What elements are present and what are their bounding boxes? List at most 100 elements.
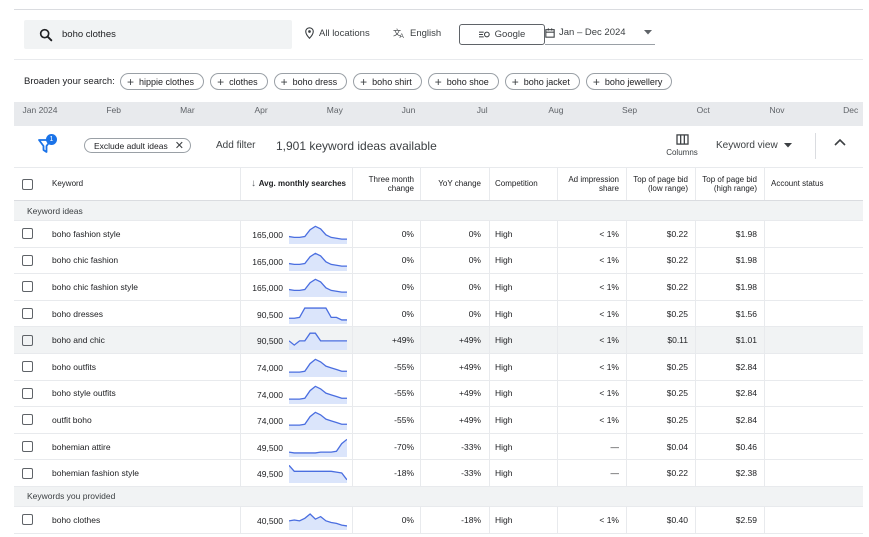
three-month-change-cell: -18%	[352, 460, 420, 486]
broaden-chip[interactable]: + clothes	[210, 73, 268, 90]
three-month-change-cell: 0%	[352, 506, 420, 533]
collapse-chevron-icon[interactable]	[834, 138, 846, 146]
select-all-checkbox[interactable]	[22, 178, 33, 190]
table-row[interactable]: boho outfits 74,000 -55% +49% High < 1% $0.25 $…	[14, 353, 863, 381]
row-checkbox[interactable]	[22, 254, 33, 266]
three-month-change-cell: -55%	[352, 353, 420, 380]
top-divider	[14, 9, 863, 10]
keyword-view-dropdown[interactable]: Keyword view	[716, 140, 792, 151]
header-ad-impression-share[interactable]: Ad impression share	[557, 168, 626, 200]
columns-button[interactable]: Columns	[660, 134, 704, 157]
row-select-cell	[14, 327, 41, 353]
avg-monthly-searches-cell: 74,000	[240, 407, 352, 433]
avg-monthly-searches-cell: 74,000	[240, 353, 352, 380]
language-label: English	[410, 27, 442, 39]
network-selector[interactable]: Google	[459, 24, 545, 45]
toolbar-separator	[815, 133, 816, 159]
plus-icon: +	[217, 74, 225, 89]
search-icon	[39, 28, 53, 41]
search-input[interactable]: boho clothes	[24, 20, 292, 49]
avg-monthly-searches-value: 165,000	[252, 283, 283, 294]
table-row[interactable]: outfit boho 74,000 -55% +49% High < 1% $0.25 $2…	[14, 407, 863, 434]
table-row[interactable]: bohemian attire 49,500 -70% -33% High — $0.04 $…	[14, 433, 863, 461]
date-range-selector[interactable]: Jan – Dec 2024	[545, 27, 656, 38]
search-network-icon	[478, 31, 490, 38]
ad-impression-share-cell: < 1%	[557, 221, 626, 247]
add-filter-button[interactable]: Add filter	[216, 140, 256, 151]
header-competition[interactable]: Competition	[489, 168, 557, 200]
broaden-chip[interactable]: + boho jacket	[504, 73, 580, 90]
close-icon[interactable]: ✕	[174, 140, 184, 152]
yoy-change-cell: +49%	[420, 353, 489, 380]
sort-arrow-icon: ↓	[251, 178, 256, 189]
row-checkbox[interactable]	[22, 228, 33, 240]
header-bid-low[interactable]: Top of page bid (low range)	[626, 168, 695, 200]
keyword-cell: bohemian fashion style	[52, 468, 139, 479]
chevron-down-icon	[783, 143, 792, 148]
row-checkbox[interactable]	[22, 281, 33, 293]
timeline-bar[interactable]: Jan 2024 Feb Mar Apr May Jun Jul Aug Sep Oct Nov De…	[14, 102, 863, 126]
bid-low-cell: $0.25	[626, 407, 695, 433]
exclude-adult-ideas-chip[interactable]: Exclude adult ideas ✕	[84, 138, 191, 153]
broaden-chip[interactable]: + boho dress	[273, 73, 348, 90]
keyword-view-label: Keyword view	[716, 140, 778, 151]
table-row[interactable]: boho chic fashion 165,000 0% 0% High < 1% $0.2…	[14, 247, 863, 275]
sparkline-line	[289, 465, 347, 481]
trend-sparkline	[289, 225, 347, 244]
header-bid-high[interactable]: Top of page bid (high range)	[695, 168, 764, 200]
table-row[interactable]: boho dresses 90,500 0% 0% High < 1% $0.25 $1.56	[14, 300, 863, 328]
account-status-cell	[764, 353, 863, 380]
bid-low-cell: $0.25	[626, 300, 695, 327]
table-row[interactable]: boho and chic 90,500 +49% +49% High < 1% $0.11…	[14, 327, 863, 354]
header-account-status[interactable]: Account status	[764, 168, 863, 200]
columns-label: Columns	[666, 148, 698, 157]
ad-impression-share-cell: < 1%	[557, 247, 626, 274]
broaden-chip[interactable]: + boho shoe	[427, 73, 499, 90]
sparkline-line	[289, 307, 347, 321]
avg-monthly-searches-value: 74,000	[257, 362, 283, 373]
keyword-cell: boho and chic	[52, 335, 105, 346]
table-row[interactable]: boho chic fashion style 165,000 0% 0% High < …	[14, 274, 863, 301]
table-row[interactable]: boho fashion style 165,000 0% 0% High < 1% $0.…	[14, 221, 863, 248]
broaden-chip[interactable]: + boho jewellery	[585, 73, 673, 90]
row-checkbox[interactable]	[22, 414, 33, 426]
three-month-change-cell: -70%	[352, 433, 420, 460]
row-checkbox[interactable]	[22, 387, 33, 399]
keyword-cell: boho clothes	[52, 514, 101, 525]
date-range-label: Jan – Dec 2024	[559, 27, 626, 38]
yoy-change-cell: +49%	[420, 327, 489, 353]
table-row[interactable]: boho style outfits 74,000 -55% +49% High < 1%…	[14, 380, 863, 408]
date-range-underline	[545, 44, 655, 45]
header-three-month-change[interactable]: Three month change	[352, 168, 420, 200]
bid-low-cell: $0.25	[626, 380, 695, 407]
sparkline-area	[289, 226, 347, 244]
row-checkbox[interactable]	[22, 467, 33, 479]
header-keyword[interactable]: Keyword	[52, 179, 84, 189]
trend-sparkline	[289, 278, 347, 298]
bid-high-cell: $2.38	[695, 460, 764, 486]
bid-high-cell: $2.84	[695, 353, 764, 380]
competition-cell: High	[489, 380, 557, 407]
row-checkbox[interactable]	[22, 334, 33, 346]
row-checkbox[interactable]	[22, 308, 33, 320]
avg-monthly-searches-cell: 90,500	[240, 300, 352, 327]
timeline-month-label: Mar	[180, 105, 195, 115]
table-row[interactable]: bohemian fashion style 49,500 -18% -33% High…	[14, 460, 863, 487]
plus-icon: +	[592, 74, 600, 89]
broaden-chip[interactable]: + boho shirt	[353, 73, 422, 90]
avg-monthly-searches-value: 90,500	[257, 336, 283, 347]
broaden-chip[interactable]: + hippie clothes	[120, 73, 205, 90]
row-checkbox[interactable]	[22, 514, 33, 526]
table-row[interactable]: boho clothes 40,500 0% -18% High < 1% $0.40 $2.…	[14, 506, 863, 534]
location-selector[interactable]: All locations	[305, 27, 370, 39]
row-checkbox[interactable]	[22, 361, 33, 373]
broaden-chips: + hippie clothes + clothes + boho dress + boho …	[120, 73, 673, 90]
avg-monthly-searches-cell: 165,000	[240, 247, 352, 274]
plus-icon: +	[127, 74, 135, 89]
sparkline-area	[289, 412, 347, 431]
trend-sparkline	[289, 332, 347, 351]
header-avg-monthly-searches[interactable]: ↓ Avg. monthly searches	[240, 168, 352, 200]
row-checkbox[interactable]	[22, 441, 33, 453]
header-yoy-change[interactable]: YoY change	[420, 168, 489, 200]
